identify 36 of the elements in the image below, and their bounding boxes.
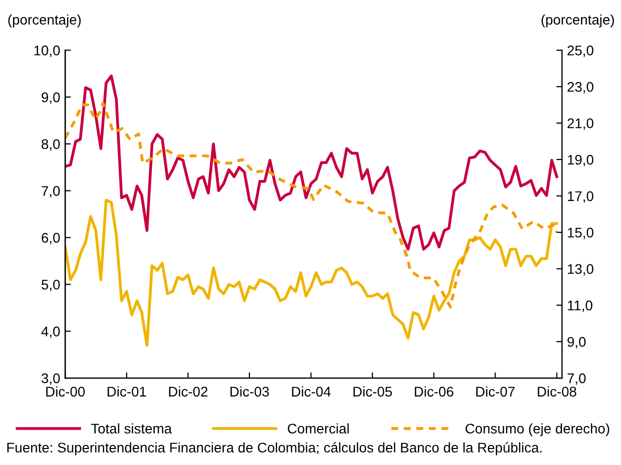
y-tick-label: 9,0 bbox=[42, 92, 60, 104]
x-tick-label: Dic-02 bbox=[169, 386, 208, 397]
y2-tick-label: 7,0 bbox=[568, 373, 586, 385]
y2-tick-label: 21,0 bbox=[568, 118, 594, 130]
y2-axis-title: (porcentaje) bbox=[542, 14, 614, 28]
y2-tick-label: 13,0 bbox=[568, 264, 594, 276]
y-tick-label: 5,0 bbox=[42, 280, 60, 292]
y-axis-title: (porcentaje) bbox=[8, 14, 81, 28]
y2-tick-label: 17,0 bbox=[568, 191, 594, 203]
line-series bbox=[65, 198, 558, 347]
y-tick-label: 10,0 bbox=[34, 46, 60, 58]
x-tick-label: Dic-07 bbox=[476, 386, 515, 397]
x-tick-label: Dic-00 bbox=[46, 386, 85, 397]
y2-tick-label: 25,0 bbox=[568, 46, 594, 58]
y-tick-label: 7,0 bbox=[42, 186, 60, 198]
y-tick-label: 3,0 bbox=[42, 373, 60, 385]
y2-tick-label: 15,0 bbox=[568, 228, 594, 240]
source-note: Fuente: Superintendencia Financiera de Colombia; cálculos del Banco de la República. bbox=[7, 442, 542, 456]
x-tick-label: Dic-05 bbox=[353, 386, 392, 397]
y-tick-label: 4,0 bbox=[41, 326, 60, 338]
x-tick-label: Dic-04 bbox=[292, 386, 331, 397]
line-series bbox=[65, 102, 558, 308]
x-tick-label: Dic-03 bbox=[230, 386, 269, 397]
legend-label: Comercial bbox=[288, 423, 349, 434]
y2-tick-label: 9,0 bbox=[568, 336, 586, 348]
legend-label: Consumo (eje derecho) bbox=[466, 423, 610, 436]
y-tick-label: 6,0 bbox=[42, 232, 60, 244]
y2-tick-label: 19,0 bbox=[568, 154, 594, 166]
legend-label: Total sistema bbox=[91, 423, 172, 434]
y-tick-label: 8,0 bbox=[42, 139, 60, 151]
x-tick-label: Dic-06 bbox=[414, 386, 454, 397]
x-tick-label: Dic-01 bbox=[108, 386, 146, 397]
y2-tick-label: 11,0 bbox=[568, 300, 592, 312]
line-series bbox=[65, 74, 558, 251]
y2-tick-label: 23,0 bbox=[568, 82, 594, 94]
x-tick-label: Dic-08 bbox=[538, 386, 576, 397]
